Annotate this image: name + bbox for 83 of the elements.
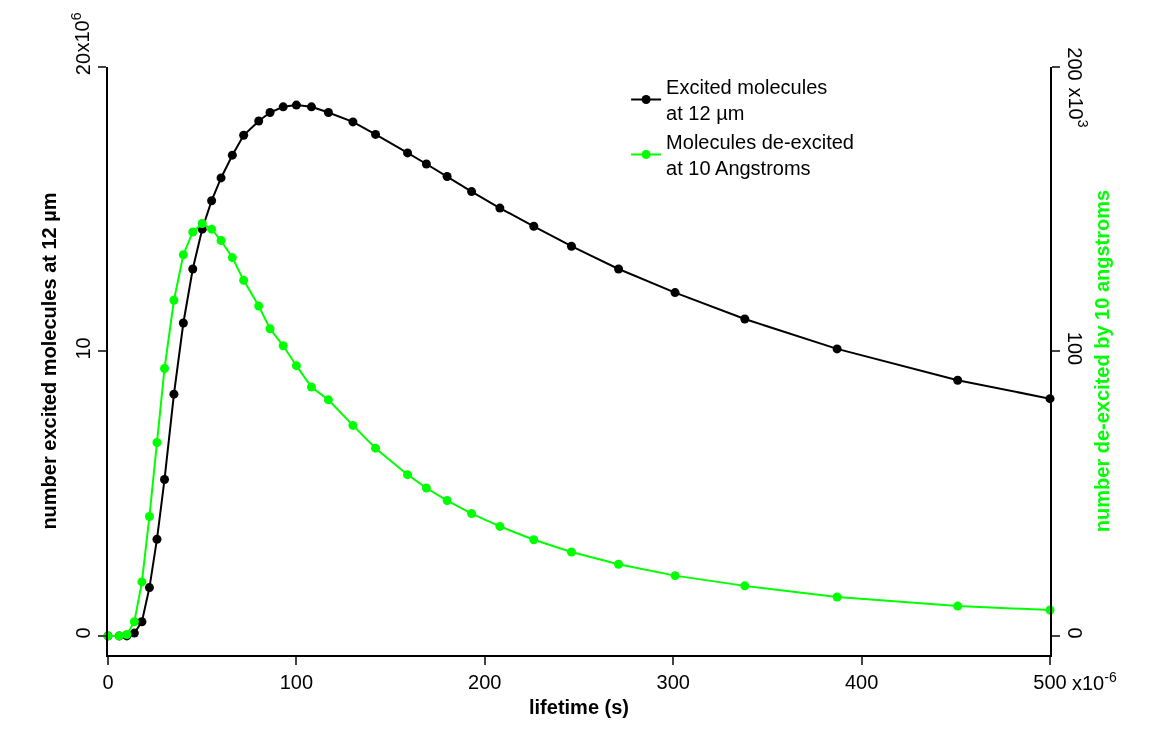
point bbox=[265, 324, 275, 334]
point bbox=[137, 617, 147, 627]
point bbox=[178, 318, 188, 328]
point bbox=[278, 102, 288, 112]
x-tick-label: 100 bbox=[279, 671, 314, 693]
x-tick-label: 200 bbox=[468, 671, 502, 693]
point bbox=[160, 364, 170, 374]
point bbox=[144, 511, 154, 521]
point bbox=[306, 382, 316, 392]
point bbox=[291, 361, 301, 371]
y2-axis-title: number de-excited by 10 angstroms bbox=[1091, 189, 1113, 533]
point bbox=[278, 341, 288, 351]
point bbox=[421, 483, 431, 493]
point bbox=[953, 601, 963, 611]
point bbox=[614, 264, 624, 274]
point bbox=[348, 420, 358, 430]
point bbox=[216, 236, 226, 246]
point bbox=[152, 438, 162, 447]
y-tick-label: 10 bbox=[72, 337, 94, 360]
x-tick-label: 0 bbox=[102, 671, 114, 693]
point bbox=[197, 218, 207, 228]
point bbox=[207, 196, 217, 206]
point bbox=[129, 617, 139, 627]
point bbox=[137, 577, 147, 587]
y-tick-label: 0 bbox=[72, 627, 94, 639]
point bbox=[207, 224, 217, 234]
point bbox=[129, 628, 139, 638]
point bbox=[227, 150, 237, 160]
point bbox=[188, 264, 198, 274]
point bbox=[188, 227, 198, 237]
point bbox=[740, 314, 750, 324]
point bbox=[178, 250, 188, 260]
point bbox=[403, 470, 413, 480]
point bbox=[169, 295, 179, 305]
point bbox=[566, 241, 576, 251]
point bbox=[403, 148, 413, 158]
text: x10$^{-6}$ bbox=[1072, 669, 1117, 695]
point bbox=[371, 443, 381, 453]
y2-tick-label: 0 bbox=[1064, 627, 1086, 639]
point bbox=[144, 583, 154, 593]
point bbox=[152, 534, 162, 544]
x-axis-title: lifetime (s) bbox=[528, 696, 630, 718]
point bbox=[529, 221, 539, 231]
point bbox=[566, 547, 576, 557]
point bbox=[467, 509, 477, 519]
x-tick-label: 300 bbox=[656, 671, 690, 693]
point bbox=[216, 173, 226, 183]
point bbox=[265, 108, 275, 118]
point bbox=[239, 275, 249, 285]
point bbox=[740, 581, 750, 591]
point bbox=[953, 375, 963, 385]
point bbox=[169, 389, 179, 399]
point bbox=[832, 344, 842, 354]
point bbox=[160, 474, 170, 484]
y-tick-label: 20 bbox=[72, 52, 94, 76]
point bbox=[254, 116, 264, 126]
point bbox=[495, 203, 505, 213]
point bbox=[529, 535, 539, 545]
y2-tick-label: 100 bbox=[1064, 331, 1086, 366]
point bbox=[306, 102, 316, 112]
point bbox=[442, 172, 452, 182]
point bbox=[227, 253, 237, 263]
point bbox=[467, 187, 477, 197]
point bbox=[254, 301, 264, 311]
point bbox=[442, 496, 452, 506]
x-tick-label: 500 bbox=[1033, 671, 1067, 693]
y2-tick-label: 200 bbox=[1064, 47, 1086, 81]
point bbox=[291, 100, 301, 110]
legend-label: Molecules de-excited at 10 Angstroms bbox=[666, 131, 854, 180]
point bbox=[614, 559, 624, 569]
point bbox=[832, 592, 842, 602]
point bbox=[495, 521, 505, 531]
point bbox=[323, 108, 333, 118]
point bbox=[670, 288, 680, 298]
point bbox=[323, 395, 333, 405]
x-tick-label: 400 bbox=[844, 671, 879, 693]
point bbox=[239, 130, 249, 140]
point bbox=[670, 571, 680, 581]
point bbox=[348, 117, 358, 127]
point bbox=[421, 159, 431, 169]
point bbox=[371, 129, 381, 139]
y-axis-title: number excited molecules at 12 µm bbox=[38, 192, 60, 530]
legend-label: Excited molecules at 12 µm bbox=[666, 76, 828, 125]
